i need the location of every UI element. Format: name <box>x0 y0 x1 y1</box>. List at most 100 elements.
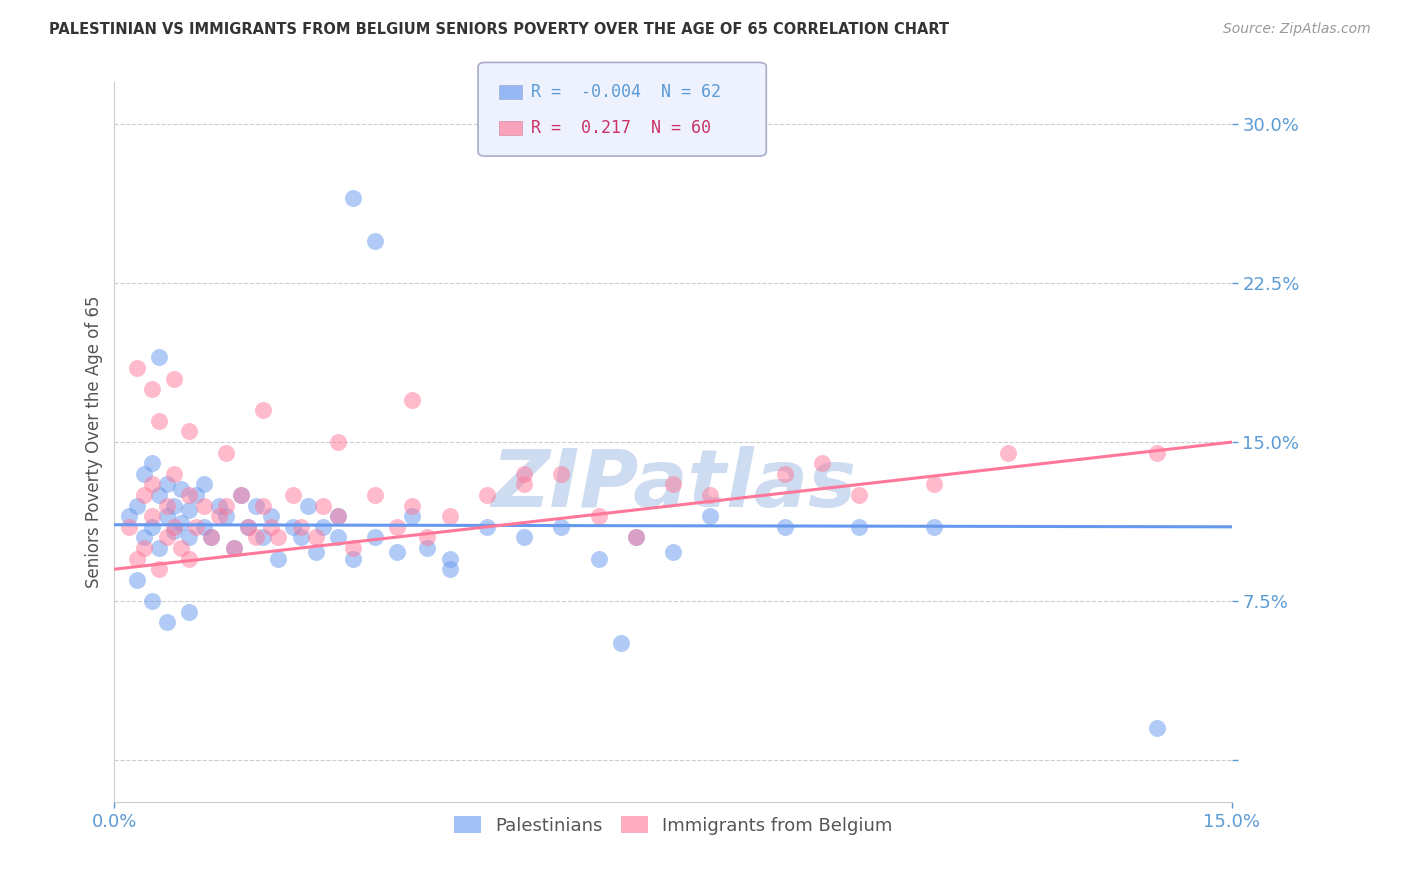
Point <box>215 509 238 524</box>
Point <box>848 488 870 502</box>
Point <box>401 392 423 407</box>
Point <box>773 520 796 534</box>
Point <box>163 520 186 534</box>
Point <box>475 520 498 534</box>
Point <box>148 351 170 365</box>
Point <box>364 530 387 544</box>
Point <box>267 551 290 566</box>
Point <box>141 594 163 608</box>
Point <box>624 530 647 544</box>
Point <box>148 488 170 502</box>
Point <box>588 551 610 566</box>
Point <box>141 520 163 534</box>
Point <box>208 509 231 524</box>
Point <box>364 488 387 502</box>
Point <box>699 509 721 524</box>
Point <box>260 520 283 534</box>
Point <box>177 503 200 517</box>
Point <box>387 545 409 559</box>
Point <box>200 530 222 544</box>
Point <box>439 551 461 566</box>
Point <box>245 499 267 513</box>
Point <box>588 509 610 524</box>
Point <box>170 482 193 496</box>
Point <box>170 516 193 530</box>
Point <box>215 445 238 459</box>
Point <box>416 541 439 555</box>
Text: R =  0.217  N = 60: R = 0.217 N = 60 <box>531 119 711 136</box>
Point <box>155 615 177 630</box>
Point <box>312 520 335 534</box>
Point <box>155 477 177 491</box>
Text: ZIPatlas: ZIPatlas <box>491 446 856 524</box>
Point <box>252 530 274 544</box>
Point <box>200 530 222 544</box>
Point <box>215 499 238 513</box>
Point <box>1146 721 1168 735</box>
Point <box>163 499 186 513</box>
Point <box>229 488 252 502</box>
Point <box>186 488 208 502</box>
Point <box>773 467 796 481</box>
Point <box>475 488 498 502</box>
Point <box>662 477 685 491</box>
Point <box>283 488 305 502</box>
Point <box>610 636 633 650</box>
Point <box>312 499 335 513</box>
Point <box>208 499 231 513</box>
Point <box>193 499 215 513</box>
Point <box>141 456 163 470</box>
Point <box>387 520 409 534</box>
Point <box>125 499 148 513</box>
Point <box>699 488 721 502</box>
Point <box>177 530 200 544</box>
Text: PALESTINIAN VS IMMIGRANTS FROM BELGIUM SENIORS POVERTY OVER THE AGE OF 65 CORREL: PALESTINIAN VS IMMIGRANTS FROM BELGIUM S… <box>49 22 949 37</box>
Point <box>125 551 148 566</box>
Point <box>342 541 364 555</box>
Point <box>125 573 148 587</box>
Point <box>141 382 163 396</box>
Point <box>364 234 387 248</box>
Point <box>229 488 252 502</box>
Point <box>163 524 186 538</box>
Point <box>662 545 685 559</box>
Point <box>193 477 215 491</box>
Point <box>439 509 461 524</box>
Point <box>134 541 156 555</box>
Point <box>267 530 290 544</box>
Point <box>290 530 312 544</box>
Text: R =  -0.004  N = 62: R = -0.004 N = 62 <box>531 83 721 102</box>
Point <box>177 488 200 502</box>
Point <box>163 371 186 385</box>
Point <box>997 445 1019 459</box>
Point <box>550 520 572 534</box>
Point <box>238 520 260 534</box>
Point <box>163 467 186 481</box>
Point <box>624 530 647 544</box>
Text: Source: ZipAtlas.com: Source: ZipAtlas.com <box>1223 22 1371 37</box>
Point <box>304 545 326 559</box>
Point <box>342 191 364 205</box>
Point <box>238 520 260 534</box>
Point <box>177 551 200 566</box>
Y-axis label: Seniors Poverty Over the Age of 65: Seniors Poverty Over the Age of 65 <box>86 296 103 589</box>
Point <box>134 467 156 481</box>
Point <box>922 520 945 534</box>
Point <box>326 435 349 450</box>
Point <box>439 562 461 576</box>
Point <box>177 425 200 439</box>
Point <box>125 360 148 375</box>
Point <box>401 499 423 513</box>
Point <box>118 520 141 534</box>
Point <box>304 530 326 544</box>
Point <box>155 509 177 524</box>
Point <box>290 520 312 534</box>
Point <box>193 520 215 534</box>
Point <box>134 488 156 502</box>
Point <box>550 467 572 481</box>
Point <box>342 551 364 566</box>
Point <box>186 520 208 534</box>
Legend: Palestinians, Immigrants from Belgium: Palestinians, Immigrants from Belgium <box>444 807 901 844</box>
Point <box>326 509 349 524</box>
Point <box>922 477 945 491</box>
